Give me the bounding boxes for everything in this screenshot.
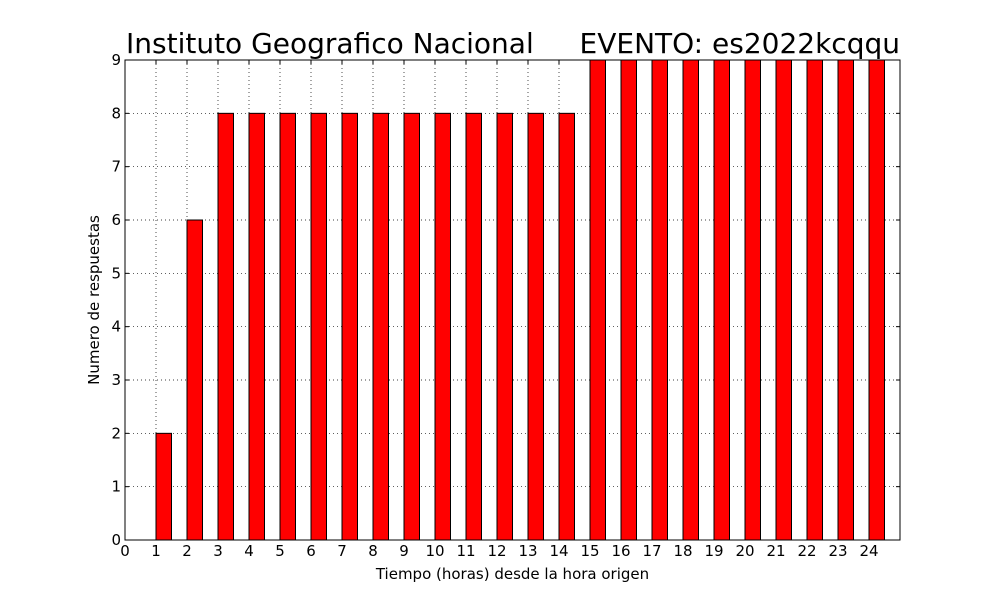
x-tick-label: 15 — [580, 542, 599, 560]
x-tick-labels: 0 1 2 3 4 5 6 7 8 9 10 11 12 13 14 15 16 17 18 19 20 21 22 23 24 — [120, 542, 878, 560]
bar — [310, 112, 327, 541]
bar — [217, 112, 234, 541]
plot-area — [124, 59, 901, 541]
y-tick-label: 8 — [111, 104, 121, 122]
bar — [279, 112, 296, 541]
chart-title-left: Instituto Geografico Nacional — [126, 27, 534, 60]
bar — [620, 59, 637, 541]
x-tick-label: 19 — [704, 542, 723, 560]
bar — [837, 59, 854, 541]
bar — [868, 59, 885, 541]
bar — [434, 112, 451, 541]
plot-frame — [124, 59, 901, 541]
bar — [651, 59, 668, 541]
bar — [744, 59, 761, 541]
x-tick-label: 12 — [487, 542, 506, 560]
y-tick-label: 1 — [111, 478, 121, 496]
bar — [155, 432, 172, 541]
x-tick-label: 21 — [766, 542, 785, 560]
bar — [589, 59, 606, 541]
y-tick-label: 7 — [111, 158, 121, 176]
x-tick-label: 16 — [611, 542, 630, 560]
bar — [806, 59, 823, 541]
bar — [341, 112, 358, 541]
bar — [372, 112, 389, 541]
y-tick-label: 2 — [111, 424, 121, 442]
y-tick-labels: 0 1 2 3 4 5 6 7 8 9 — [111, 51, 121, 549]
x-tick-label: 8 — [368, 542, 378, 560]
bar — [682, 59, 699, 541]
y-tick-label: 3 — [111, 371, 121, 389]
x-tick-label: 18 — [673, 542, 692, 560]
x-tick-label: 2 — [182, 542, 192, 560]
y-tick-label: 6 — [111, 211, 121, 229]
y-tick-label: 0 — [111, 531, 121, 549]
x-tick-label: 23 — [828, 542, 847, 560]
x-tick-label: 10 — [425, 542, 444, 560]
bar — [248, 112, 265, 541]
bar — [465, 112, 482, 541]
x-tick-label: 11 — [456, 542, 475, 560]
x-tick-label: 20 — [735, 542, 754, 560]
x-tick-label: 17 — [642, 542, 661, 560]
x-tick-label: 7 — [337, 542, 347, 560]
x-tick-label: 1 — [151, 542, 161, 560]
y-axis-label: Numero de respuestas — [85, 215, 103, 385]
y-tick-label: 5 — [111, 264, 121, 282]
x-tick-label: 4 — [244, 542, 254, 560]
bar — [713, 59, 730, 541]
bar — [527, 112, 544, 541]
x-tick-label: 13 — [518, 542, 537, 560]
x-tick-label: 14 — [549, 542, 568, 560]
bar — [558, 112, 575, 541]
ticks — [124, 59, 900, 541]
bar — [403, 112, 420, 541]
x-tick-label: 22 — [797, 542, 816, 560]
x-axis-label: Tiempo (horas) desde la hora origen — [375, 565, 649, 583]
x-tick-label: 24 — [859, 542, 878, 560]
x-tick-label: 5 — [275, 542, 285, 560]
bar — [775, 59, 792, 541]
x-tick-label: 9 — [399, 542, 409, 560]
y-tick-label: 9 — [111, 51, 121, 69]
x-tick-label: 3 — [213, 542, 223, 560]
bar — [496, 112, 513, 541]
chart-title-right: EVENTO: es2022kcqqu — [580, 27, 900, 60]
y-tick-label: 4 — [111, 318, 121, 336]
x-tick-label: 6 — [306, 542, 316, 560]
x-tick-label: 0 — [120, 542, 130, 560]
bar — [186, 219, 203, 541]
